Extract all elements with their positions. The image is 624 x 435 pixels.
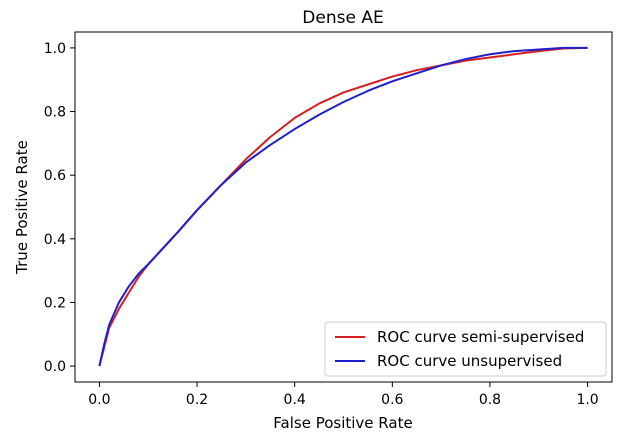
plot-frame: [74, 31, 613, 383]
legend: ROC curve semi-supervised ROC curve unsu…: [324, 321, 607, 377]
y-tick-label: 0.4: [44, 232, 66, 248]
series-lines: [98, 46, 588, 367]
legend-box: [324, 321, 607, 377]
y-axis-ticks: 0.0 0.2 0.4 0.6 0.8 1.0: [44, 41, 75, 375]
x-tick-label: 0.0: [88, 392, 110, 408]
y-tick-label: 1.0: [44, 41, 66, 57]
series-line-semi-supervised: [98, 46, 588, 367]
y-tick-label: 0.2: [44, 295, 66, 311]
y-tick-label: 0.6: [44, 168, 66, 184]
x-tick-label: 0.4: [284, 392, 306, 408]
x-tick-label: 1.0: [576, 392, 598, 408]
x-axis-ticks: 0.0 0.2 0.4 0.6 0.8 1.0: [88, 382, 599, 408]
y-tick-label: 0.8: [44, 105, 66, 121]
legend-label-unsupervised: ROC curve unsupervised: [377, 352, 562, 370]
chart-title: Dense AE: [302, 8, 383, 28]
legend-label-semi-supervised: ROC curve semi-supervised: [377, 328, 584, 346]
x-axis-label: False Positive Rate: [273, 414, 412, 432]
x-tick-label: 0.8: [479, 392, 501, 408]
y-axis-label: True Positive Rate: [13, 140, 31, 275]
x-tick-label: 0.2: [186, 392, 208, 408]
x-tick-label: 0.6: [381, 392, 403, 408]
series-line-unsupervised: [98, 46, 588, 367]
y-tick-label: 0.0: [44, 359, 66, 375]
